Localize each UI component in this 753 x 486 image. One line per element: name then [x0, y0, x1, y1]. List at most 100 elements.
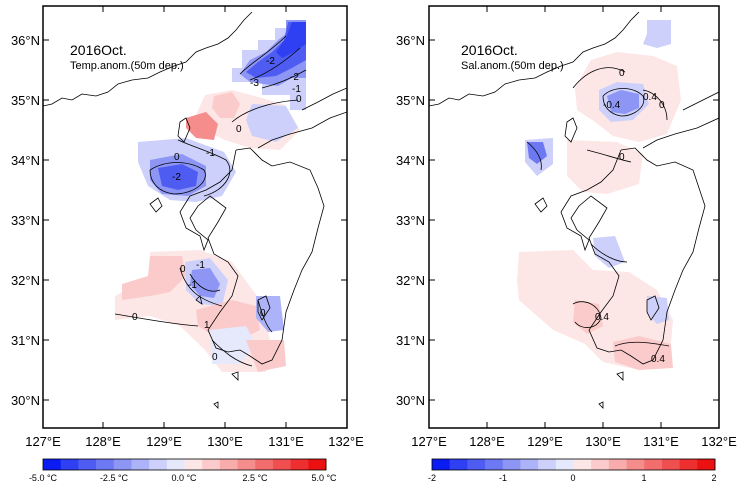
contour-line	[211, 339, 253, 367]
coastline-island	[616, 371, 624, 381]
contour-label: 0	[260, 308, 266, 319]
colorbar-swatch	[697, 459, 716, 470]
lat-label: 32°N	[11, 273, 40, 288]
lon-label: 128°E	[85, 434, 121, 449]
colorbar-swatch	[255, 459, 274, 470]
contour-line	[179, 267, 223, 307]
colorbar-tick: -2	[428, 473, 436, 483]
map-subtitle: Sal.anom.(50m dep.)	[461, 60, 564, 72]
anomaly-cell	[256, 296, 284, 332]
anomaly-cell	[190, 268, 220, 298]
coastline-japan-north	[301, 87, 347, 111]
contour-label: 0	[180, 264, 186, 275]
lon-label: 131°E	[643, 434, 679, 449]
colorbar-swatch	[591, 459, 610, 470]
latitude-labels: 36°N 35°N 34°N 33°N 32°N 31°N 30°N	[396, 33, 425, 408]
lon-label: 130°E	[207, 434, 243, 449]
coastline	[43, 11, 347, 409]
colorbar-swatch	[573, 459, 592, 470]
contour-line	[614, 341, 670, 347]
lon-label: 127°E	[411, 434, 447, 449]
map-frame	[42, 5, 348, 429]
contour-label: 0.4	[643, 92, 657, 103]
colorbar-swatch	[308, 459, 327, 470]
contour-label: -1	[188, 280, 197, 291]
coastline-goto	[534, 197, 548, 213]
longitude-labels: 127°E 128°E 129°E 130°E 131°E 132°E	[411, 434, 737, 449]
colorbar-tick: -1	[499, 473, 507, 483]
anomaly-cell	[567, 140, 643, 194]
lon-label: 129°E	[527, 434, 563, 449]
colorbar-tick: 0	[570, 473, 575, 483]
coastline-goto	[149, 197, 163, 213]
map-title: 2016Oct.	[461, 42, 518, 58]
lon-label: 127°E	[25, 434, 61, 449]
colorbar-swatch	[290, 459, 309, 470]
colorbar-tick: -2.5 °C	[100, 473, 129, 483]
contour-line	[257, 299, 273, 333]
colorbar-swatch	[661, 459, 681, 470]
contour-label: -1	[206, 148, 215, 159]
contour-label: 1	[204, 320, 210, 331]
anomaly-cell	[122, 256, 186, 300]
contour-line	[239, 35, 287, 75]
contour-line	[572, 67, 626, 89]
temperature-colorbar: -5.0 °C -2.5 °C 0.0 °C 2.5 °C 5.0 °C	[29, 458, 337, 483]
colorbar-ticks: -5.0 °C -2.5 °C 0.0 °C 2.5 °C 5.0 °C	[29, 473, 337, 483]
colorbar-tick: 2.5 °C	[242, 473, 268, 483]
lat-label: 31°N	[11, 333, 40, 348]
lat-label: 33°N	[11, 213, 40, 228]
contour-label: -0.4	[603, 100, 621, 111]
colorbar-swatch	[43, 459, 62, 470]
colorbar-swatch	[237, 459, 256, 470]
colorbar-tick: 0.0 °C	[171, 473, 197, 483]
temperature-anomaly-map: -2 -3 -2 -1 0 0 0 -1 -2 0 -1 -1 0 1 0 0 …	[0, 0, 376, 486]
longitude-labels: 127°E 128°E 129°E 130°E 131°E 132°E	[25, 434, 364, 449]
colorbar-tick: 5.0 °C	[311, 473, 337, 483]
contour-line	[572, 301, 602, 328]
coastline-tsushima	[177, 117, 191, 143]
coastline-kyushu	[560, 117, 719, 365]
temperature-map-svg: -2 -3 -2 -1 0 0 0 -1 -2 0 -1 -1 0 1 0 0 …	[11, 5, 364, 483]
lat-label: 32°N	[396, 273, 425, 288]
colorbar-swatch	[502, 459, 521, 470]
lon-label: 128°E	[469, 434, 505, 449]
colorbar-ticks: -2 -1 0 1 2	[428, 473, 717, 483]
contour-label: -3	[250, 78, 259, 89]
contour-label: 0	[212, 352, 218, 363]
colorbar-swatch	[219, 459, 239, 470]
coastline-korea	[43, 11, 253, 107]
colorbar-swatch	[272, 459, 292, 470]
colorbar-tick: 1	[641, 473, 646, 483]
colorbar-swatch	[538, 459, 557, 470]
lon-label: 130°E	[585, 434, 621, 449]
contour-label: -1	[196, 260, 205, 271]
colorbar-swatch	[449, 459, 468, 470]
colorbar-tick: 2	[711, 473, 716, 483]
anomaly-cell	[607, 90, 639, 114]
contour-label: 0	[132, 312, 138, 323]
salinity-colorbar: -2 -1 0 1 2	[428, 458, 717, 483]
contour-label: -2	[266, 56, 275, 67]
contour-label: 0	[174, 152, 180, 163]
coastline-osumi	[257, 295, 271, 321]
coastline-korea	[429, 11, 640, 107]
colorbar-swatch	[78, 459, 97, 470]
temperature-anomaly-field	[115, 20, 306, 372]
colorbar-swatch	[131, 459, 150, 470]
colorbar-swatch	[166, 459, 185, 470]
latitude-labels: 36°N 35°N 34°N 33°N 32°N 31°N 30°N	[11, 33, 40, 408]
coastline-osumi	[646, 295, 660, 321]
colorbar-swatch	[113, 459, 132, 470]
contour-label: -2	[290, 72, 299, 83]
lat-label: 36°N	[396, 33, 425, 48]
contour-label: 0	[659, 100, 665, 111]
colorbar-swatch	[644, 459, 663, 470]
colorbar-swatch	[679, 459, 698, 470]
colorbar-frame	[431, 458, 716, 471]
lat-label: 34°N	[396, 153, 425, 168]
coastline-island	[231, 371, 239, 381]
salinity-contours	[526, 67, 670, 347]
lat-label: 34°N	[11, 153, 40, 168]
lat-label: 36°N	[11, 33, 40, 48]
